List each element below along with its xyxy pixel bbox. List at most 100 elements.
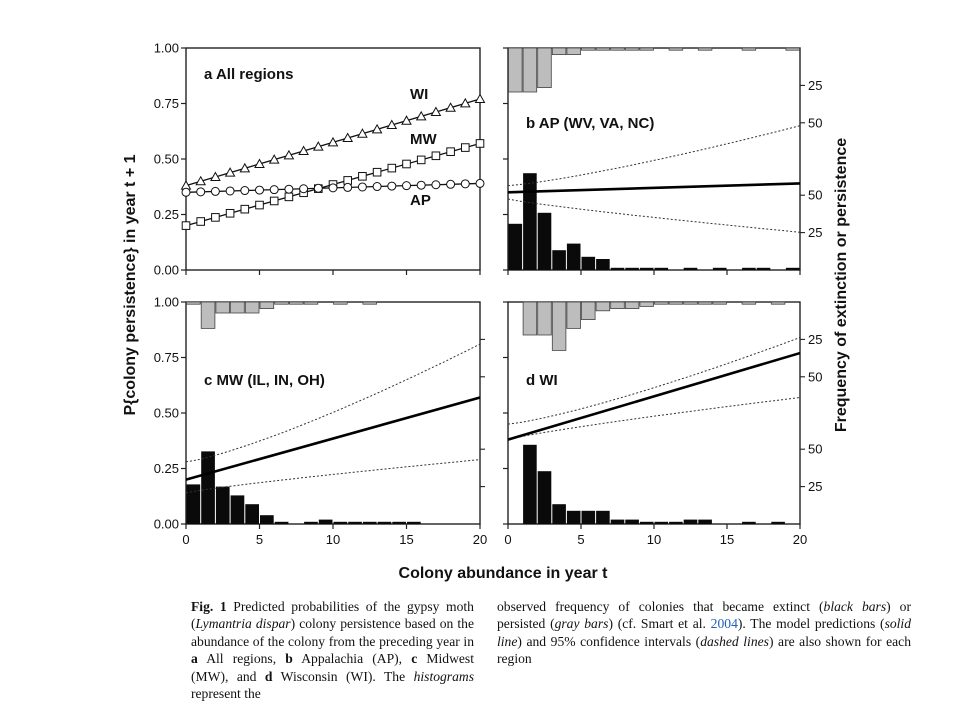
- square-marker: [269, 196, 279, 206]
- figure-panels: 0.00 0.25 0.50 0.75 1.00 a All regions WI MW AP b…: [154, 41, 823, 548]
- persistence-bar: [741, 47, 757, 51]
- circle-marker: [446, 179, 456, 189]
- series-label-wi: WI: [410, 86, 428, 103]
- ci-upper-line: [507, 125, 801, 187]
- x-tick-label: 5: [256, 532, 263, 547]
- persistence-bar: [537, 301, 552, 336]
- citation-link[interactable]: 2004: [710, 616, 738, 632]
- extinction-bar: [274, 521, 289, 524]
- triangle-marker: [254, 158, 265, 168]
- panel-b: b AP (WV, VA, NC) 25 50 50 25: [503, 47, 822, 275]
- caption-panel-letter: a: [191, 651, 198, 667]
- y-tick-label: 1.00: [154, 41, 179, 56]
- triangle-marker: [474, 93, 486, 104]
- persistence-bar: [668, 47, 684, 51]
- caption-fig-label: Fig. 1: [191, 599, 227, 614]
- caption-histograms: histograms: [413, 668, 475, 684]
- panel-title: c MW (IL, IN, OH): [204, 372, 325, 389]
- circle-marker: [475, 178, 485, 188]
- circle-marker: [269, 185, 279, 195]
- x-tick-label: 5: [577, 532, 584, 547]
- circle-marker: [460, 179, 470, 189]
- triangle-marker: [386, 119, 398, 130]
- hist-tick-label: 50: [808, 115, 822, 130]
- persistence-bar: [186, 301, 201, 305]
- persistence-bar: [551, 301, 567, 351]
- circle-marker: [372, 182, 382, 192]
- triangle-marker: [327, 136, 339, 147]
- caption-text: ) are also shown for each region: [497, 633, 911, 667]
- ci-upper-line: [507, 337, 801, 425]
- persistence-bar: [362, 301, 377, 305]
- caption-dashed-lines: dashed lines: [700, 633, 769, 649]
- hist-tick-label: 25: [808, 225, 822, 240]
- circle-marker: [181, 187, 191, 197]
- persistence-bar: [551, 47, 567, 55]
- caption-panel-letter: b: [285, 651, 293, 667]
- extinction-bar: [201, 451, 215, 524]
- persistence-bar: [668, 301, 684, 305]
- extinction-bar: [552, 250, 566, 270]
- persistence-bar: [697, 301, 713, 305]
- persistence-bar: [741, 301, 757, 305]
- panel-title: a All regions: [204, 66, 293, 83]
- circle-marker: [357, 182, 367, 192]
- caption-text: represent the: [191, 686, 261, 702]
- extinction-bar: [523, 173, 537, 270]
- square-marker: [196, 217, 205, 226]
- extinction-bar: [610, 267, 625, 270]
- extinction-bar: [407, 521, 421, 524]
- caption-text: ) or persisted (: [497, 599, 912, 632]
- extinction-bar: [698, 519, 712, 524]
- persistence-bar: [683, 301, 698, 305]
- persistence-bar: [595, 47, 611, 51]
- square-marker: [446, 147, 455, 156]
- square-marker: [181, 221, 191, 230]
- series-label-mw: MW: [410, 131, 437, 148]
- extinction-bar: [537, 471, 552, 524]
- square-marker: [416, 155, 426, 165]
- persistence-bar: [259, 301, 275, 309]
- persistence-bar: [303, 301, 319, 305]
- caption-panel-letter: c: [411, 651, 418, 667]
- fit-line: [507, 351, 801, 441]
- triangle-marker: [342, 132, 354, 143]
- circle-marker: [416, 180, 426, 190]
- ci-lower-line: [507, 198, 801, 233]
- persistence-bar: [537, 47, 552, 88]
- triangle-marker: [239, 162, 251, 173]
- triangle-marker: [459, 97, 471, 108]
- square-marker: [240, 204, 250, 214]
- extinction-bar: [771, 521, 785, 524]
- square-marker: [387, 163, 397, 173]
- square-marker: [225, 208, 235, 218]
- circle-marker: [196, 187, 206, 197]
- x-tick-label: 10: [647, 532, 661, 547]
- circle-marker: [431, 180, 441, 190]
- extinction-bar: [377, 521, 392, 524]
- extinction-bar: [596, 259, 610, 270]
- persistence-bar: [230, 301, 245, 314]
- triangle-marker: [401, 115, 412, 125]
- persistence-bar: [770, 301, 786, 305]
- extinction-bar: [348, 521, 362, 524]
- persistence-bar: [785, 47, 800, 51]
- x-tick-label: 0: [182, 532, 189, 547]
- persistence-bar: [610, 47, 625, 51]
- persistence-bar: [522, 47, 538, 93]
- extinction-bar: [523, 444, 537, 524]
- extinction-bar: [639, 267, 654, 270]
- persistence-bar: [624, 301, 640, 309]
- extinction-bar: [333, 521, 348, 524]
- circle-marker: [255, 185, 264, 195]
- circle-marker: [313, 183, 323, 193]
- caption-black-bars: black bars: [823, 599, 887, 614]
- square-marker: [475, 139, 485, 148]
- square-marker: [255, 200, 264, 210]
- series-label-ap: AP: [410, 192, 431, 209]
- hist-tick-label: 50: [808, 369, 822, 384]
- extinction-bar: [260, 515, 274, 524]
- x-tick-label: 20: [473, 532, 487, 547]
- hist-tick-label: 25: [808, 479, 822, 494]
- figure-caption-right: observed frequency of colonies that beca…: [497, 598, 911, 668]
